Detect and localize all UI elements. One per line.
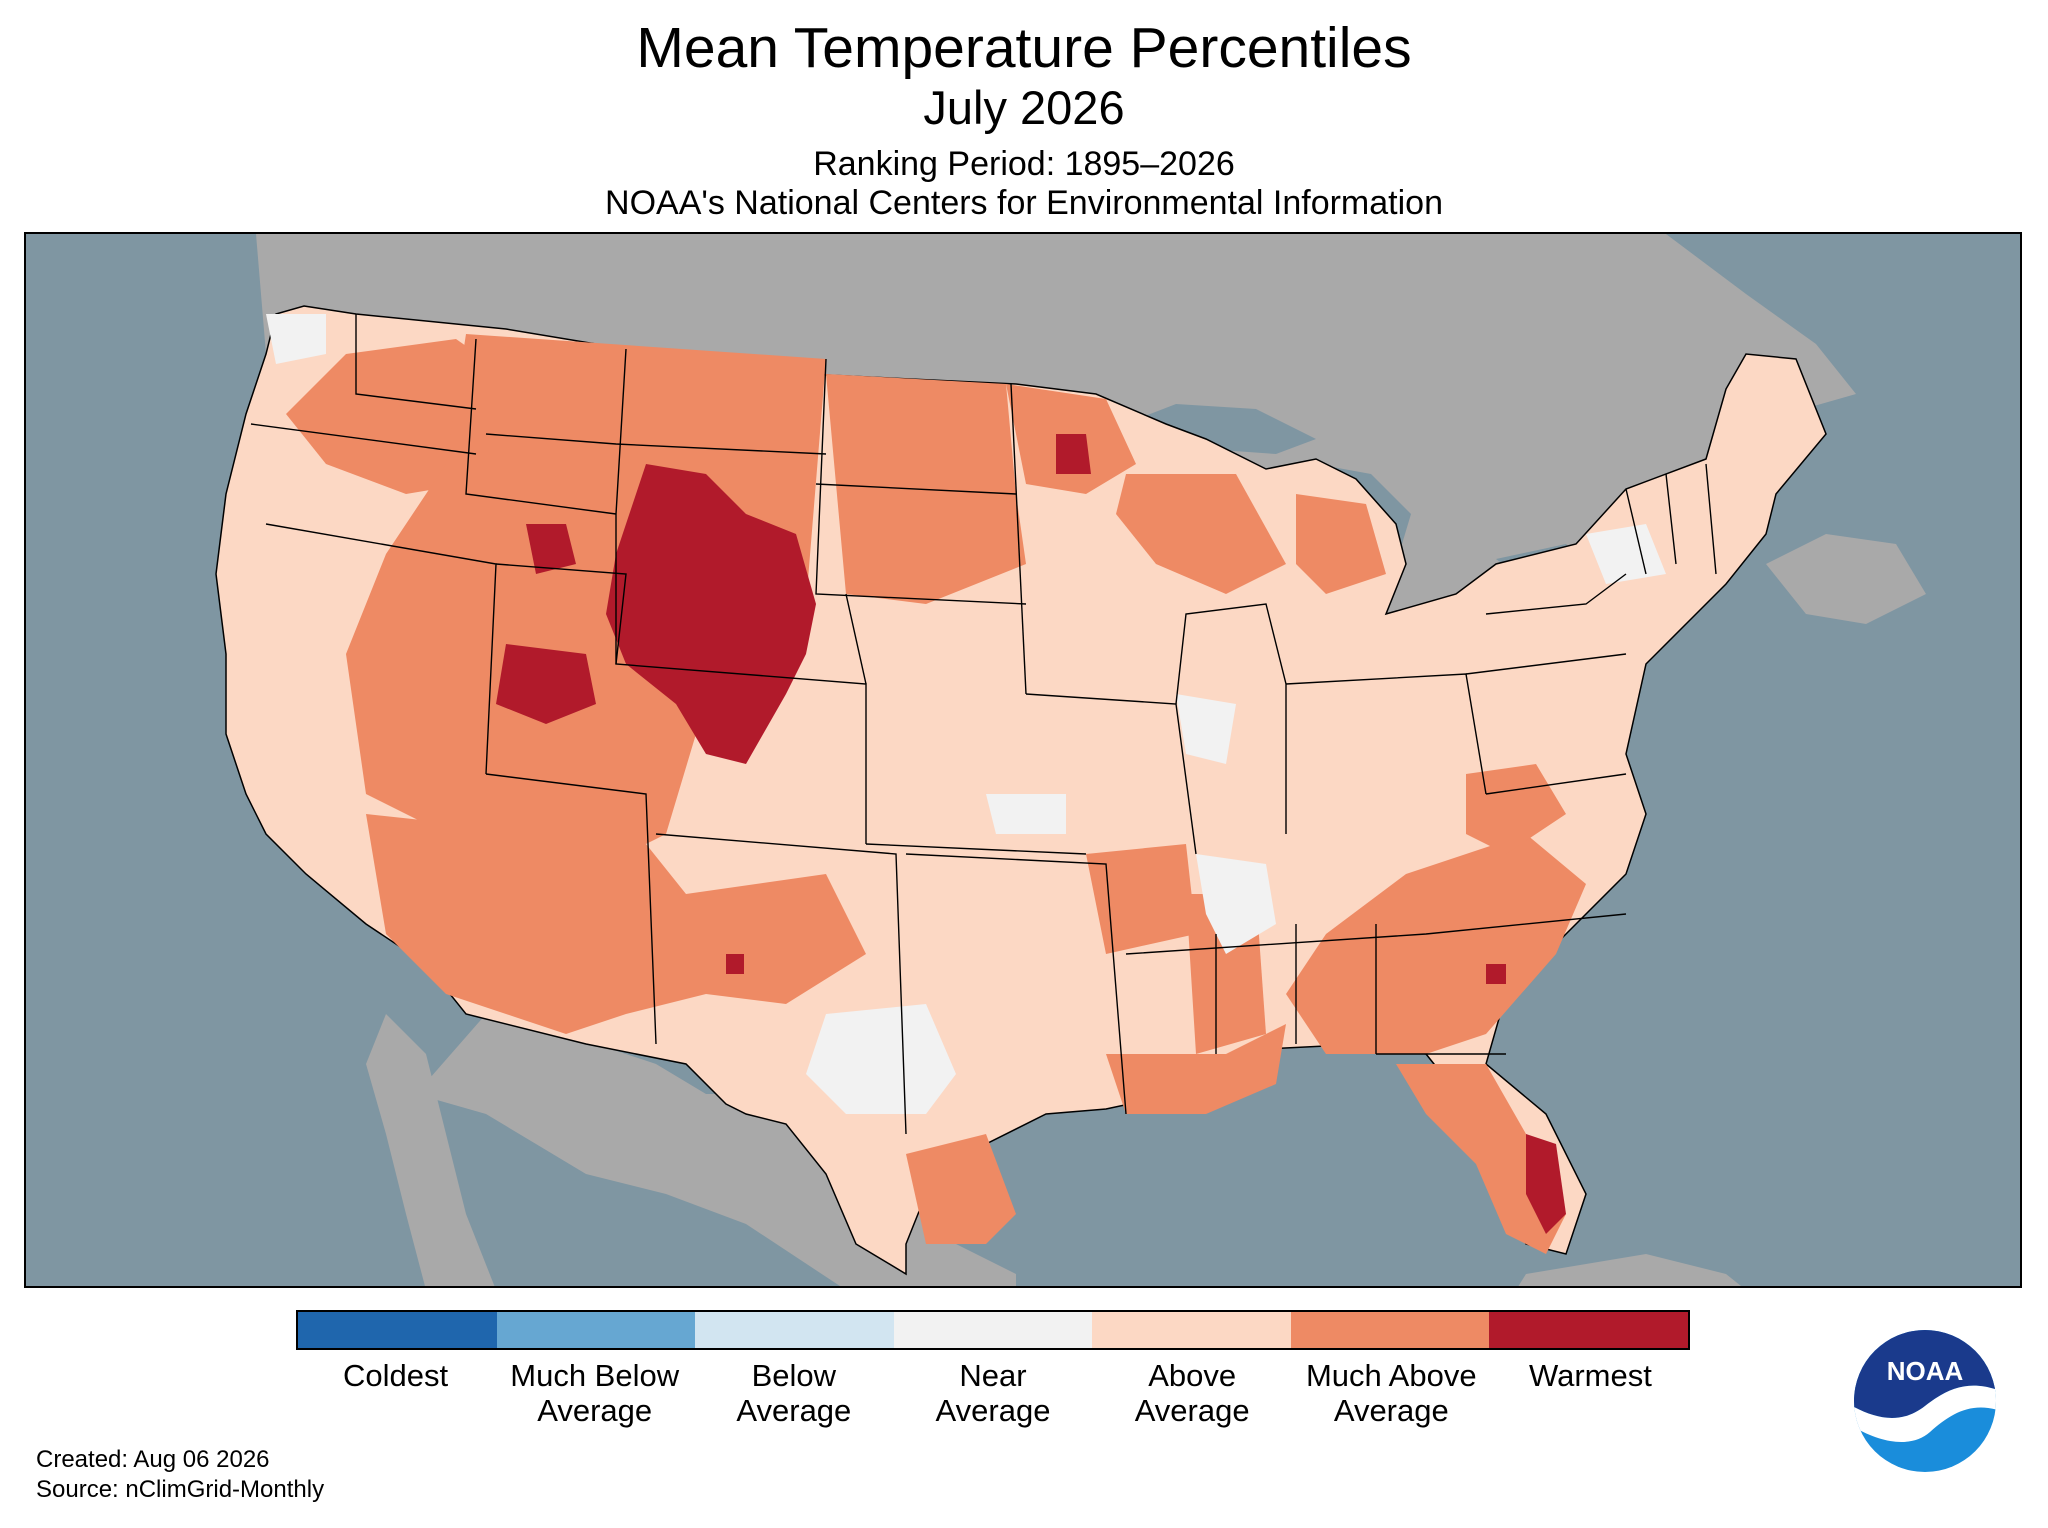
map-subtitle: July 2026 <box>923 81 1125 134</box>
ranking-period: Ranking Period: 1895–2026 <box>813 145 1235 183</box>
much-above-gulf-coast <box>1106 1024 1286 1114</box>
legend-label: Near Average <box>935 1358 1051 1428</box>
created-date: Created: Aug 06 2026 <box>36 1446 270 1473</box>
legend-swatch <box>893 1312 1093 1348</box>
maritimes-land <box>1766 534 1926 624</box>
noaa-logo-icon: NOAA <box>1852 1328 1998 1474</box>
legend-label: Much Below Average <box>510 1358 680 1428</box>
legend-swatch <box>298 1312 497 1348</box>
much-above-texas-coast <box>906 1134 1016 1244</box>
data-source: Source: nClimGrid-Monthly <box>36 1476 325 1503</box>
yucatan-cuba-land <box>1518 1254 1741 1286</box>
warmest-wyoming <box>606 464 816 764</box>
legend-label: Coldest <box>343 1358 449 1393</box>
near-average-new-england <box>1586 524 1666 584</box>
noaa-logo-bird <box>1854 1385 1996 1442</box>
much-above-wisconsin-michigan <box>1116 474 1286 594</box>
legend-swatch <box>1092 1312 1291 1348</box>
much-above-arkansas <box>1086 844 1196 954</box>
near-average-kansas <box>986 794 1066 834</box>
near-average-texas <box>806 1004 956 1114</box>
legend-bar <box>296 1310 1690 1350</box>
warmest-new-mexico <box>726 954 744 974</box>
warmest-areas <box>496 434 1566 1234</box>
state-borders <box>250 314 1717 1135</box>
warmest-carolina <box>1486 964 1506 984</box>
much-above-rockies <box>346 334 826 874</box>
map-title: Mean Temperature Percentiles <box>636 16 1412 80</box>
noaa-logo-top <box>1854 1330 1996 1418</box>
near-average-washington <box>266 314 326 364</box>
us-temperature-map <box>24 232 2022 1288</box>
much-above-lower-michigan <box>1296 494 1386 594</box>
noaa-logo-text: NOAA <box>1887 1356 1964 1386</box>
warmest-minnesota <box>1056 434 1091 474</box>
much-above-average-areas <box>286 334 1586 1254</box>
much-above-southeast <box>1286 834 1586 1054</box>
legend-label: Above Average <box>1134 1358 1250 1428</box>
warmest-idaho <box>526 524 576 574</box>
agency-line: NOAA's National Centers for Environmenta… <box>605 184 1443 222</box>
warmest-florida <box>1526 1134 1566 1234</box>
much-above-southwest <box>366 814 866 1034</box>
legend-swatch <box>695 1312 894 1348</box>
legend-swatch <box>1290 1312 1490 1348</box>
baja-california <box>366 1014 495 1286</box>
near-average-areas <box>266 314 1666 1114</box>
legend-label: Warmest <box>1528 1358 1652 1393</box>
legend-label: Much Above Average <box>1305 1358 1477 1428</box>
legend-swatch <box>1489 1312 1689 1348</box>
legend-swatch <box>496 1312 696 1348</box>
much-above-florida <box>1396 1064 1566 1254</box>
warmest-utah <box>496 644 596 724</box>
near-average-mid-mississippi <box>1196 854 1276 954</box>
near-average-illinois <box>1176 694 1236 764</box>
legend-label: Below Average <box>736 1358 852 1428</box>
